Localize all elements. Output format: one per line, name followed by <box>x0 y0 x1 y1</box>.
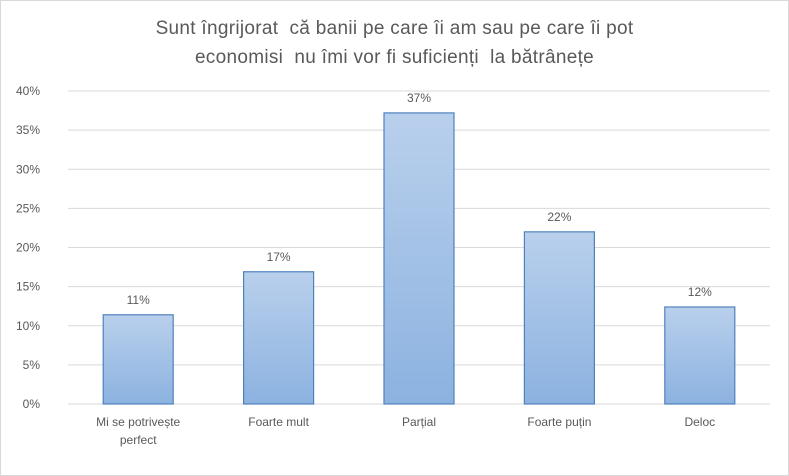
x-axis-tick-labels: Mi se potrivește perfect Foarte mult Parția… <box>96 415 715 447</box>
chart-title: Sunt îngrijorat că banii pe care îi am s… <box>0 14 789 72</box>
x-tick-label: Mi se potrivește perfect <box>96 415 180 447</box>
x-tick-label: Deloc <box>684 415 715 429</box>
bar <box>664 306 736 405</box>
data-label: 17% <box>267 250 291 264</box>
data-labels: 11% 17% 37% 22% 12% <box>127 91 713 307</box>
x-tick-label-line: perfect <box>120 433 157 447</box>
bar <box>243 271 315 405</box>
x-tick-label: Foarte mult <box>248 415 309 429</box>
x-tick-label: Foarte puțin <box>527 415 591 429</box>
x-tick-label-line: Foarte mult <box>248 415 309 429</box>
y-tick-label: 40% <box>16 84 40 98</box>
bars <box>102 112 736 405</box>
x-tick-label-line: Mi se potrivește <box>96 415 180 429</box>
y-axis-tick-labels: 0% 5% 10% 15% 20% 25% 30% 35% 40% <box>16 84 40 411</box>
y-tick-label: 30% <box>16 162 40 176</box>
bar <box>383 112 455 405</box>
y-tick-label: 5% <box>23 358 41 372</box>
x-tick-label-line: Foarte puțin <box>527 415 591 429</box>
chart-title-line-2: economisi nu îmi vor fi suficienți la bă… <box>194 47 595 68</box>
data-label: 22% <box>547 210 571 224</box>
chart-title-line-1: Sunt îngrijorat că banii pe care îi am s… <box>155 18 634 39</box>
x-tick-label-line: Deloc <box>684 415 715 429</box>
data-label: 12% <box>688 285 712 299</box>
x-tick-label: Parțial <box>402 415 436 429</box>
y-tick-label: 15% <box>16 280 40 294</box>
bar <box>523 231 596 405</box>
y-tick-label: 10% <box>16 319 40 333</box>
bar <box>102 314 174 405</box>
y-tick-label: 35% <box>16 123 40 137</box>
y-tick-label: 20% <box>16 241 40 255</box>
data-label: 37% <box>407 91 431 105</box>
x-tick-label-line: Parțial <box>402 415 436 429</box>
data-label: 11% <box>127 293 150 307</box>
y-tick-label: 25% <box>16 201 40 215</box>
y-tick-label: 0% <box>23 397 41 411</box>
